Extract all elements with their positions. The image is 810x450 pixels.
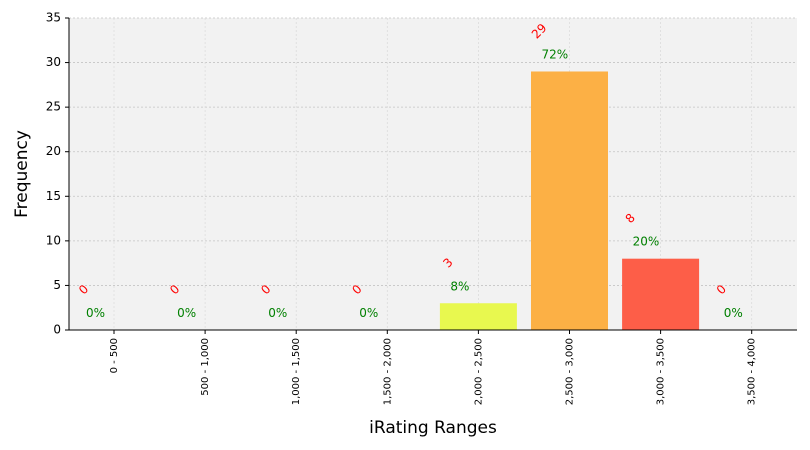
- percent-label: 8%: [450, 279, 469, 293]
- axes: [68, 18, 797, 331]
- y-tick-label: 30: [46, 55, 61, 69]
- x-tick-label: 0 - 500: [109, 338, 120, 373]
- x-tick-label: 2,000 - 2,500: [473, 338, 484, 405]
- percent-label: 0%: [724, 306, 743, 320]
- y-tick-label: 0: [53, 323, 61, 337]
- percent-label: 0%: [268, 306, 287, 320]
- bars: [439, 71, 700, 330]
- x-tick-label: 3,500 - 4,000: [747, 338, 758, 405]
- y-tick-label: 15: [46, 189, 61, 203]
- x-tick-label: 500 - 1,000: [200, 338, 211, 396]
- x-axis-title: iRating Ranges: [369, 418, 497, 438]
- y-tick-label: 35: [46, 11, 61, 25]
- bar: [531, 71, 608, 330]
- y-tick-label: 25: [46, 100, 61, 114]
- x-tick-label: 2,500 - 3,000: [565, 338, 576, 405]
- y-axis-title: Frequency: [12, 130, 32, 218]
- x-ticks: 0 - 500 500 - 1,000 1,000 - 1,500 1,500 - 2…: [109, 330, 758, 405]
- percent-label: 72%: [542, 47, 569, 61]
- percent-label: 0%: [177, 306, 196, 320]
- percent-label: 0%: [359, 306, 378, 320]
- x-tick-label: 3,000 - 3,500: [656, 338, 667, 405]
- percent-label: 0%: [86, 306, 105, 320]
- bar: [439, 303, 517, 330]
- x-tick-label: 1,000 - 1,500: [291, 338, 302, 405]
- percent-label: 20%: [633, 235, 660, 249]
- y-tick-label: 10: [46, 233, 61, 247]
- x-tick-label: 1,500 - 2,000: [382, 338, 393, 405]
- bar: [622, 258, 700, 330]
- y-tick-label: 20: [46, 144, 61, 158]
- y-ticks: 0 5 10 15 20 25 30 35: [46, 11, 69, 337]
- y-tick-label: 5: [53, 278, 61, 292]
